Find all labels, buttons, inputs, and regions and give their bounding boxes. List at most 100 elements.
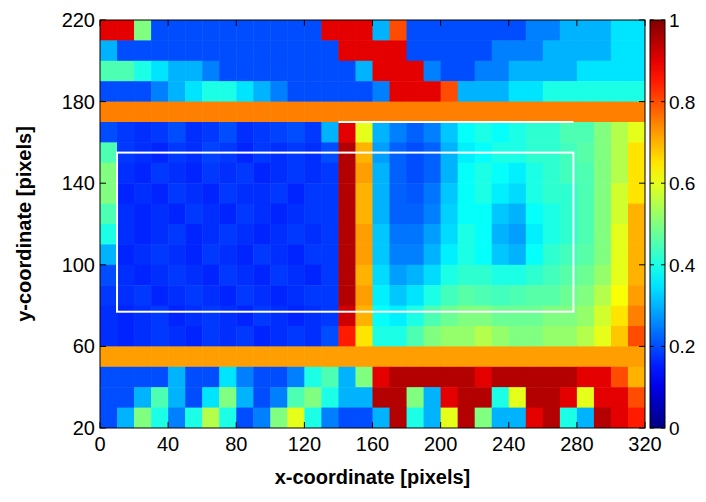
- heatmap-cell: [338, 387, 356, 408]
- heatmap-cell: [424, 183, 442, 204]
- heatmap-cell: [628, 285, 645, 306]
- heatmap-cell: [287, 40, 305, 61]
- heatmap-cell: [628, 122, 645, 143]
- heatmap-cell: [202, 183, 220, 204]
- heatmap-cell: [526, 265, 544, 286]
- heatmap-cell: [134, 61, 152, 82]
- heatmap-cell: [151, 346, 169, 367]
- heatmap-cell: [611, 40, 629, 61]
- heatmap-cell: [253, 285, 271, 306]
- heatmap-cell: [373, 408, 391, 428]
- heatmap-cell: [253, 183, 271, 204]
- heatmap-cell: [577, 40, 595, 61]
- heatmap-cell: [560, 387, 578, 408]
- heatmap-cell: [287, 367, 305, 388]
- heatmap-cell: [611, 102, 629, 123]
- heatmap-cell: [577, 244, 595, 265]
- heatmap-cell: [321, 102, 339, 123]
- heatmap-cell: [253, 163, 271, 184]
- heatmap-cell: [355, 244, 373, 265]
- heatmap-cell: [151, 40, 169, 61]
- x-tick: [304, 20, 305, 26]
- heatmap-cell: [100, 183, 118, 204]
- heatmap-cell: [236, 183, 254, 204]
- heatmap-cell: [151, 183, 169, 204]
- heatmap-cell: [577, 306, 595, 327]
- heatmap-cell: [441, 367, 459, 388]
- heatmap-cell: [134, 81, 152, 102]
- heatmap-cell: [475, 346, 493, 367]
- plot-frame: [100, 20, 645, 428]
- heatmap-cell: [185, 244, 203, 265]
- heatmap-cell: [219, 40, 237, 61]
- heatmap-cell: [628, 265, 645, 286]
- heatmap-cell: [219, 244, 237, 265]
- heatmap-cell: [560, 346, 578, 367]
- x-tick-label: 160: [356, 433, 389, 455]
- heatmap-cell: [526, 346, 544, 367]
- heatmap-cell: [543, 285, 561, 306]
- heatmap-cell: [253, 244, 271, 265]
- heatmap-cell: [458, 244, 476, 265]
- heatmap-cell: [219, 61, 237, 82]
- heatmap-cell: [304, 20, 322, 41]
- heatmap-cell: [117, 122, 135, 143]
- heatmap-cell: [338, 285, 356, 306]
- x-tick: [372, 20, 373, 26]
- heatmap-cell: [594, 40, 612, 61]
- heatmap-cell: [373, 387, 391, 408]
- heatmap-cell: [526, 81, 544, 102]
- heatmap-cell: [202, 346, 220, 367]
- heatmap-cell: [492, 346, 510, 367]
- heatmap-cell: [287, 244, 305, 265]
- heatmap-cell: [390, 306, 408, 327]
- heatmap-cell: [611, 61, 629, 82]
- heatmap-cell: [577, 367, 595, 388]
- colorbar-tick-label: 0: [669, 418, 680, 439]
- heatmap-cell: [117, 387, 135, 408]
- heatmap-cell: [543, 387, 561, 408]
- heatmap-cell: [458, 102, 476, 123]
- heatmap-cell: [338, 408, 356, 428]
- heatmap-cell: [219, 204, 237, 225]
- heatmap-cell: [526, 326, 544, 347]
- heatmap-cell: [390, 387, 408, 408]
- heatmap-cell: [117, 244, 135, 265]
- heatmap-cell: [134, 244, 152, 265]
- heatmap-cell: [509, 81, 527, 102]
- heatmap-cell: [509, 367, 527, 388]
- heatmap-cell: [577, 408, 595, 428]
- heatmap-cell: [355, 122, 373, 143]
- heatmap-cell: [509, 20, 527, 41]
- heatmap-cell: [151, 163, 169, 184]
- heatmap-cell: [458, 387, 476, 408]
- heatmap-cell: [441, 20, 459, 41]
- heatmap-cell: [100, 142, 118, 163]
- heatmap-cell: [287, 102, 305, 123]
- heatmap-cell: [509, 224, 527, 245]
- heatmap-cell: [441, 387, 459, 408]
- heatmap-cell: [117, 40, 135, 61]
- heatmap-cell: [219, 346, 237, 367]
- heatmap-cell: [526, 122, 544, 143]
- heatmap-cell: [287, 346, 305, 367]
- heatmap-cell: [151, 306, 169, 327]
- heatmap-cell: [424, 20, 442, 41]
- heatmap-cell: [202, 306, 220, 327]
- heatmap-cell: [577, 122, 595, 143]
- heatmap-cell: [338, 346, 356, 367]
- heatmap-cell: [373, 122, 391, 143]
- chart: 040801201602002402803202060100140180220x…: [0, 0, 706, 502]
- heatmap-cell: [594, 408, 612, 428]
- y-tick: [100, 20, 106, 21]
- heatmap-cell: [458, 81, 476, 102]
- heatmap-cell: [390, 102, 408, 123]
- heatmap-cell: [390, 40, 408, 61]
- heatmap-cell: [321, 40, 339, 61]
- heatmap-cell: [458, 183, 476, 204]
- heatmap-cell: [338, 61, 356, 82]
- heatmap-cell: [304, 40, 322, 61]
- heatmap-cell: [100, 326, 118, 347]
- heatmap-cell: [611, 285, 629, 306]
- heatmap-cell: [475, 265, 493, 286]
